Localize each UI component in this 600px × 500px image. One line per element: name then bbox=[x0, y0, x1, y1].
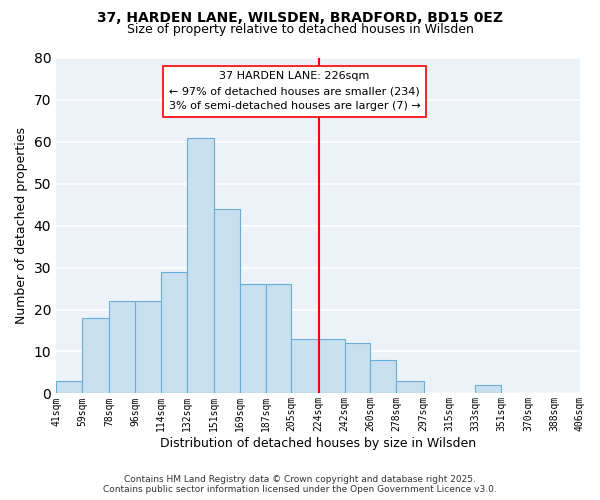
Bar bbox=[109, 301, 135, 394]
Text: Contains HM Land Registry data © Crown copyright and database right 2025.
Contai: Contains HM Land Registry data © Crown c… bbox=[103, 474, 497, 494]
Bar bbox=[187, 138, 214, 394]
Bar bbox=[56, 381, 82, 394]
X-axis label: Distribution of detached houses by size in Wilsden: Distribution of detached houses by size … bbox=[160, 437, 476, 450]
Bar bbox=[82, 318, 109, 394]
Bar bbox=[292, 339, 319, 394]
Text: 37, HARDEN LANE, WILSDEN, BRADFORD, BD15 0EZ: 37, HARDEN LANE, WILSDEN, BRADFORD, BD15… bbox=[97, 12, 503, 26]
Bar bbox=[214, 209, 240, 394]
Bar bbox=[135, 301, 161, 394]
Bar bbox=[266, 284, 292, 394]
Bar bbox=[475, 385, 501, 394]
Bar bbox=[370, 360, 396, 394]
Text: 37 HARDEN LANE: 226sqm
← 97% of detached houses are smaller (234)
3% of semi-det: 37 HARDEN LANE: 226sqm ← 97% of detached… bbox=[169, 72, 421, 111]
Bar bbox=[319, 339, 344, 394]
Bar bbox=[161, 272, 187, 394]
Bar bbox=[396, 381, 424, 394]
Bar bbox=[240, 284, 266, 394]
Y-axis label: Number of detached properties: Number of detached properties bbox=[15, 127, 28, 324]
Bar bbox=[344, 343, 370, 394]
Text: Size of property relative to detached houses in Wilsden: Size of property relative to detached ho… bbox=[127, 22, 473, 36]
